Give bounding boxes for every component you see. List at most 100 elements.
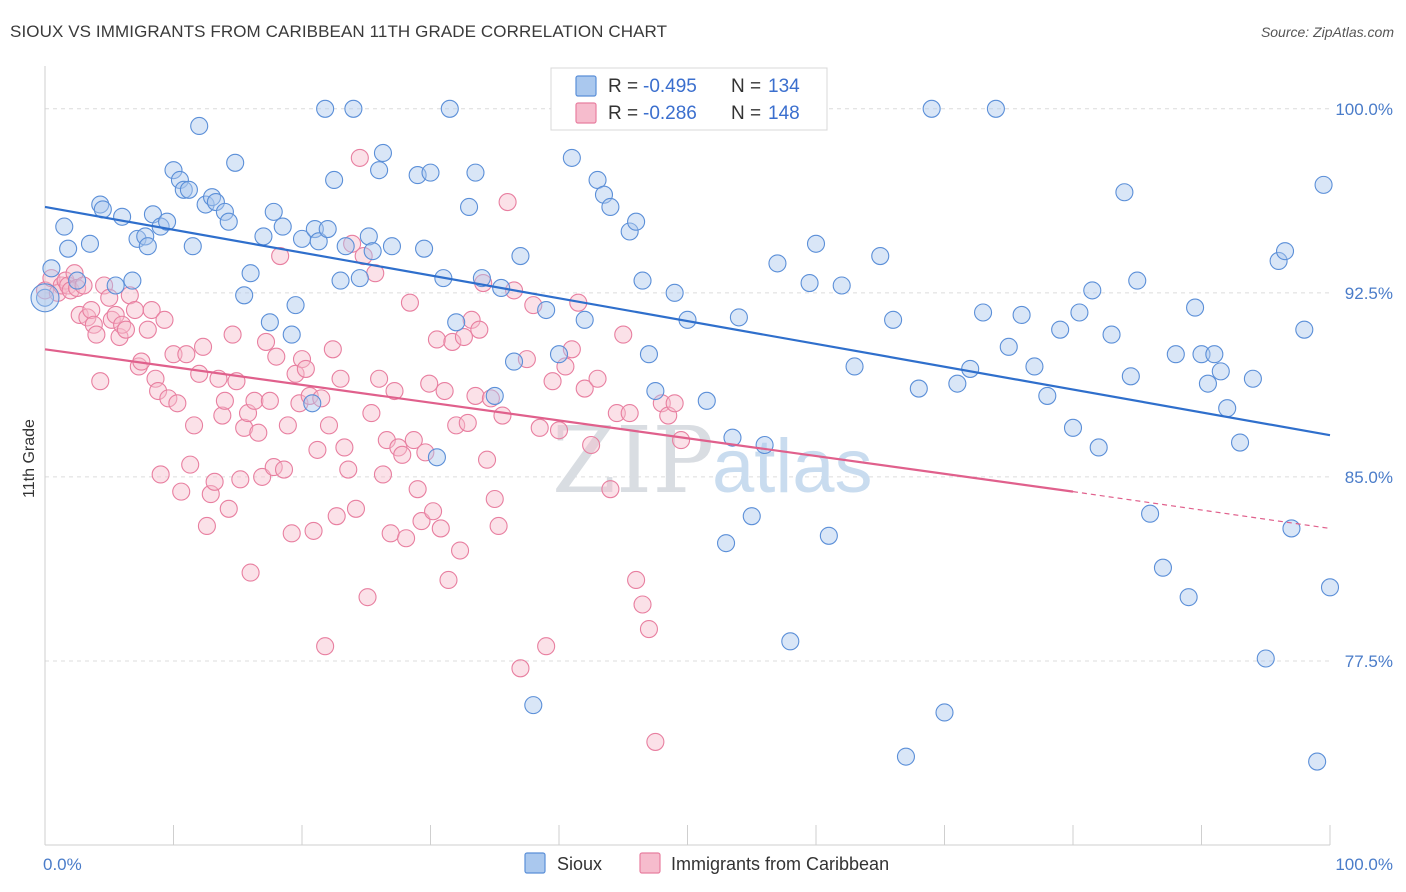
carib-point-38 <box>181 455 200 474</box>
sioux-point-136 <box>1308 752 1327 771</box>
sioux-point-70 <box>562 148 581 167</box>
carib-point-79 <box>335 438 354 457</box>
sioux-point-61 <box>466 163 485 182</box>
sioux-point-41 <box>316 99 335 118</box>
sioux-point-10 <box>123 271 142 290</box>
sioux-point-128 <box>1218 399 1237 418</box>
bottom-legend-carib: Immigrants from Caribbean <box>671 854 889 874</box>
carib-point-141 <box>627 570 646 590</box>
carib-point-7 <box>65 264 84 283</box>
sioux-point-125 <box>1198 374 1217 393</box>
carib-point-137 <box>601 480 620 499</box>
bottom-legend-swatch-carib <box>639 852 661 874</box>
carib-point-41 <box>194 337 213 356</box>
y-tick-label-2: 92.5% <box>1345 284 1393 303</box>
sioux-point-48 <box>359 227 378 246</box>
sioux-point-104 <box>973 303 993 322</box>
y-tick-label-1: 85.0% <box>1345 468 1393 487</box>
caribbean-points <box>35 99 691 751</box>
sioux-point-92 <box>806 234 826 253</box>
sioux-point-133 <box>1275 242 1295 261</box>
carib-point-12 <box>82 300 101 320</box>
sioux-point-134 <box>1282 519 1301 538</box>
carib-point-46 <box>213 406 232 425</box>
carib-point-105 <box>435 381 454 401</box>
carib-trend-extension <box>1072 491 1331 530</box>
sioux-point-86 <box>729 308 748 327</box>
y-tick-label-3: 100.0% <box>1335 100 1393 119</box>
legend-box: R = -0.495 N = 134 R = -0.286 N = 148 <box>550 67 828 131</box>
sioux-point-102 <box>948 374 967 393</box>
sioux-point-116 <box>1115 183 1134 202</box>
carib-point-67 <box>290 394 309 413</box>
sioux-point-25 <box>206 193 225 212</box>
sioux-point-88 <box>755 435 774 455</box>
sioux-point-137 <box>1314 175 1333 194</box>
carib-point-142 <box>633 595 652 614</box>
carib-point-126 <box>530 418 549 437</box>
carib-point-88 <box>370 369 389 388</box>
sioux-point-30 <box>241 264 260 283</box>
carib-point-111 <box>458 413 477 432</box>
carib-point-40 <box>190 364 209 383</box>
carib-point-97 <box>404 431 423 450</box>
carib-point-76 <box>323 340 342 359</box>
sioux-point-27 <box>219 212 238 231</box>
carib-point-62 <box>271 246 290 266</box>
carib-point-144 <box>646 732 665 751</box>
carib-point-127 <box>537 637 556 656</box>
sioux-point-49 <box>363 242 382 261</box>
carib-point-109 <box>451 541 470 560</box>
carib-point-129 <box>549 421 569 440</box>
watermark-zip: ZIP <box>552 407 714 514</box>
carib-point-135 <box>588 369 607 388</box>
carib-point-121 <box>498 193 517 212</box>
sioux-point-79 <box>646 381 665 401</box>
carib-point-120 <box>493 406 512 425</box>
carib-point-30 <box>149 381 168 401</box>
carib-point-86 <box>362 404 381 423</box>
sioux-point-0 <box>35 288 55 307</box>
carib-point-39 <box>185 416 204 435</box>
carib-point-35 <box>168 394 187 413</box>
sioux-point-105 <box>986 99 1005 118</box>
sioux-point-108 <box>1025 357 1044 376</box>
carib-point-24 <box>125 300 144 320</box>
carib-point-114 <box>470 320 489 339</box>
sioux-point-74 <box>601 197 620 217</box>
axes <box>44 66 1331 846</box>
carib-point-89 <box>373 465 393 484</box>
sioux-point-55 <box>421 163 440 182</box>
sioux-point-131 <box>1256 649 1275 668</box>
sioux-point-21 <box>183 237 202 256</box>
legend-carib-r-label: R = <box>608 103 638 124</box>
sioux-point-114 <box>1089 438 1108 457</box>
carib-point-61 <box>267 347 286 366</box>
sioux-point-76 <box>627 212 646 231</box>
sioux-point-26 <box>215 202 234 221</box>
carib-point-110 <box>454 327 473 347</box>
carib-point-56 <box>249 423 268 442</box>
sioux-point-36 <box>286 296 305 315</box>
carib-point-14 <box>87 325 106 344</box>
sioux-point-122 <box>1179 588 1198 607</box>
y-tick-labels: 77.5% 85.0% 92.5% 100.0% <box>1335 100 1393 671</box>
sioux-point-138 <box>1320 578 1340 597</box>
sioux-point-62 <box>472 269 491 288</box>
sioux-point-94 <box>832 276 851 295</box>
sioux-point-34 <box>273 217 292 236</box>
carib-point-148 <box>672 431 691 450</box>
carib-point-31 <box>151 465 170 484</box>
carib-point-64 <box>278 416 297 435</box>
legend-carib-n-value: 148 <box>768 103 800 124</box>
carib-point-101 <box>420 374 439 393</box>
sioux-point-121 <box>1166 345 1185 364</box>
sioux-point-96 <box>871 246 890 266</box>
carib-point-91 <box>381 524 400 543</box>
sioux-point-33 <box>264 202 283 221</box>
carib-point-98 <box>408 480 427 499</box>
bottom-legend: Sioux Immigrants from Caribbean <box>524 852 889 874</box>
sioux-point-40 <box>309 232 328 251</box>
carib-point-68 <box>292 350 312 369</box>
sioux-point-78 <box>639 345 659 364</box>
